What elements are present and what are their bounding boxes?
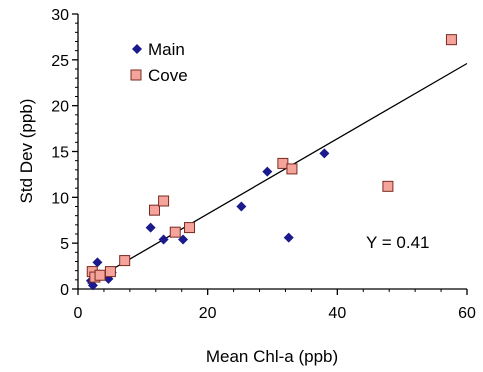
main-point [87, 280, 98, 291]
y-tick-label: 5 [60, 236, 69, 253]
cove-point [158, 195, 170, 207]
y-tick-label: 20 [51, 99, 69, 116]
cove-point [104, 266, 116, 278]
y-tick-label: 30 [51, 7, 69, 24]
cove-point [277, 157, 289, 169]
cove-point [119, 255, 131, 267]
cove-point [184, 222, 196, 234]
y-tick-label: 15 [51, 145, 69, 162]
cove-point [382, 180, 394, 192]
y-tick-label: 25 [51, 53, 69, 70]
y-tick-label: 10 [51, 190, 69, 207]
y-axis: 0 5 10 15 20 25 30 [51, 7, 78, 299]
x-tick-label: 20 [199, 305, 217, 322]
main-point [319, 148, 330, 159]
main-point [158, 234, 169, 245]
cove-point [169, 226, 181, 238]
x-tick-label: 0 [74, 305, 83, 322]
slope-annotation: Y = 0.41 [366, 233, 430, 252]
x-tick-label: 60 [458, 305, 476, 322]
main-point [236, 201, 247, 212]
cove-point [149, 204, 161, 216]
main-point [145, 222, 156, 233]
legend-cove-marker [130, 69, 142, 81]
y-axis-title: Std Dev (ppb) [17, 99, 36, 204]
y-tick-label: 0 [60, 282, 69, 299]
legend: Main Cove [130, 40, 188, 85]
main-point [283, 232, 294, 243]
cove-point [286, 163, 298, 175]
x-tick-label: 40 [328, 305, 346, 322]
main-point [262, 166, 273, 177]
x-axis-title: Mean Chl-a (ppb) [206, 347, 338, 366]
legend-cove-label: Cove [148, 66, 188, 85]
cove-point [445, 34, 457, 46]
legend-main-label: Main [148, 40, 185, 59]
legend-main-marker [132, 44, 142, 54]
x-axis: 0 20 40 60 [74, 289, 476, 322]
data-points [85, 34, 457, 291]
cove-point [94, 269, 106, 281]
main-point [92, 257, 103, 268]
trendline [87, 62, 468, 285]
